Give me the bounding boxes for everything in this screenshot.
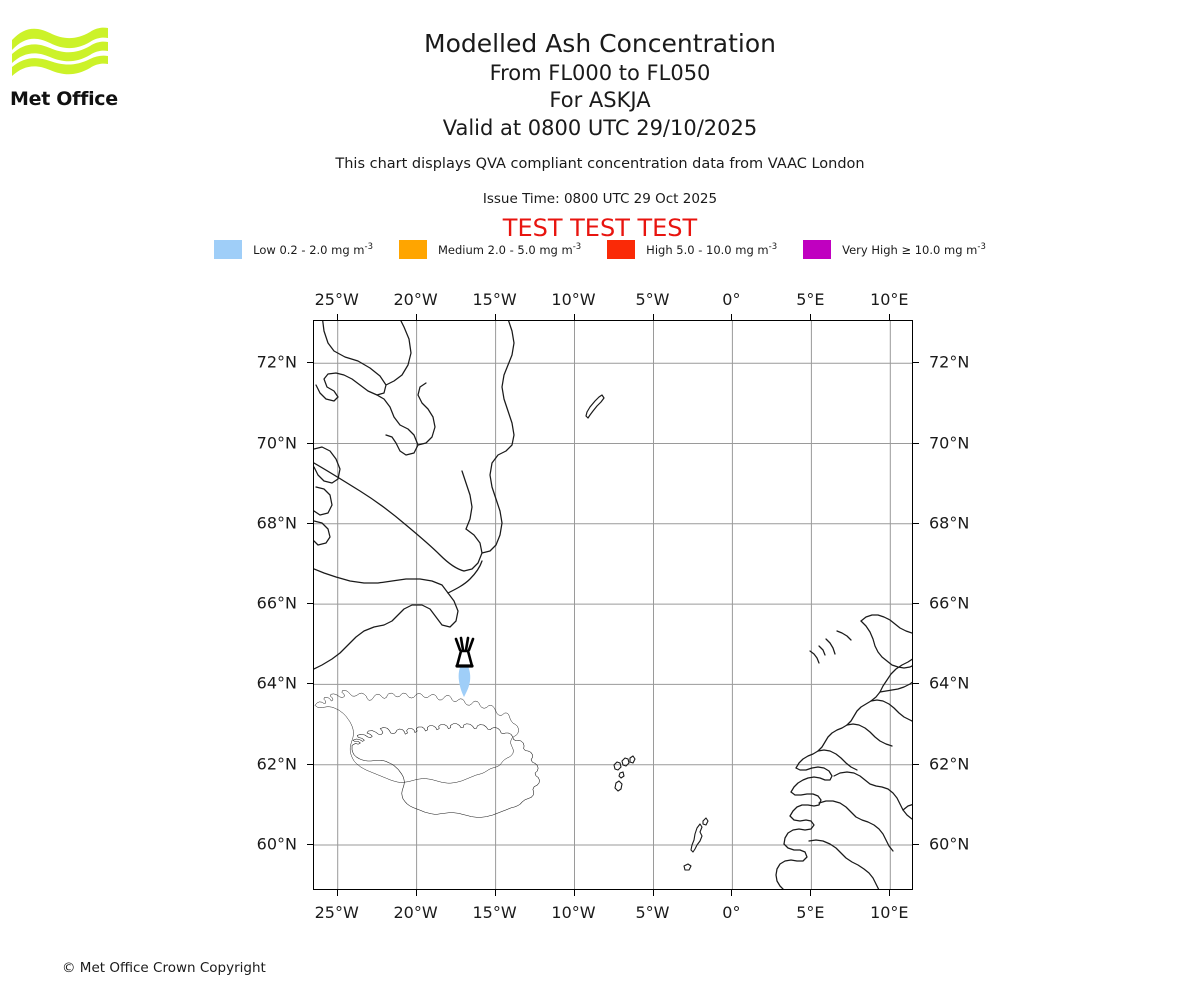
tick-mark [810, 890, 812, 896]
lat-tick-label-right: 62°N [929, 754, 970, 774]
lon-tick-label-top: 25°W [314, 290, 359, 309]
legend-swatch-medium [398, 240, 427, 259]
volcano-name: For ASKJA [549, 88, 651, 113]
legend-item-low: Low 0.2 - 2.0 mg m-3 [214, 240, 373, 259]
qva-note: This chart displays QVA compliant concen… [335, 156, 865, 172]
graticule-gridlines [314, 321, 912, 889]
legend-label-very-high: Very High ≥ 10.0 mg m-3 [842, 242, 986, 257]
legend-swatch-high [607, 240, 636, 259]
lat-tick-label-right: 72°N [929, 352, 970, 372]
tick-mark [913, 362, 919, 364]
tick-mark [889, 890, 891, 896]
tick-mark [913, 522, 919, 524]
volcano-marker-askja [454, 636, 475, 668]
lat-tick-label-right: 70°N [929, 433, 970, 452]
tick-mark [573, 314, 575, 320]
tick-mark [494, 890, 496, 896]
flight-level-range: From FL000 to FL050 [489, 61, 711, 85]
ash-concentration-map: 25°W 20°W 15°W 10°W 5°W 0° 5°E 10°E 25°W… [257, 290, 970, 922]
lon-tick-label-bottom: 15°W [472, 903, 517, 922]
met-office-branding: Met Office [10, 24, 130, 110]
issue-time: Issue Time: 0800 UTC 29 Oct 2025 [482, 191, 718, 207]
legend-swatch-low [214, 240, 243, 259]
lon-tick-label-bottom: 20°W [393, 903, 438, 922]
tick-mark [913, 442, 919, 444]
coastline-faroe-islands [613, 755, 636, 792]
concentration-legend: Low 0.2 - 2.0 mg m-3 Medium 2.0 - 5.0 mg… [0, 240, 1200, 259]
lon-tick-label-bottom: 25°W [314, 903, 359, 922]
lon-tick-label-bottom: 10°W [551, 903, 596, 922]
legend-label-medium: Medium 2.0 - 5.0 mg m-3 [437, 242, 582, 257]
tick-mark [913, 844, 919, 845]
chart-title-block: Modelled Ash Concentration From FL000 to… [0, 28, 1200, 142]
tick-mark [336, 314, 338, 320]
coastline-iceland [314, 690, 519, 784]
page-title: Modelled Ash Concentration [424, 29, 776, 58]
met-office-logo-icon [12, 27, 108, 76]
tick-mark [415, 890, 417, 896]
lon-tick-label-top: 0° [722, 290, 741, 309]
tick-mark [307, 763, 313, 765]
tick-mark [810, 314, 812, 320]
tick-mark [913, 603, 919, 605]
lat-tick-label-right: 68°N [929, 513, 970, 533]
legend-item-high: High 5.0 - 10.0 mg m-3 [607, 240, 777, 259]
lat-tick-label-left: 64°N [256, 673, 297, 693]
lat-tick-label-right: 60°N [929, 834, 970, 854]
legend-item-very-high: Very High ≥ 10.0 mg m-3 [803, 240, 986, 259]
tick-mark [889, 314, 891, 320]
tick-mark [307, 683, 313, 685]
tick-mark [573, 890, 575, 896]
tick-mark [307, 844, 313, 845]
lat-tick-label-left: 66°N [256, 593, 297, 613]
lon-tick-label-bottom: 10°E [870, 903, 909, 922]
coastline-shetland [683, 817, 709, 871]
tick-mark [652, 314, 654, 320]
map-canvas [314, 321, 912, 889]
lat-tick-label-left: 68°N [256, 513, 297, 533]
lat-tick-label-left: 72°N [256, 352, 297, 372]
lat-tick-label-left: 62°N [256, 754, 297, 774]
lon-tick-label-top: 10°W [551, 290, 596, 309]
lon-tick-label-top: 10°E [870, 290, 909, 309]
test-banner: TEST TEST TEST [502, 214, 698, 242]
legend-swatch-very-high [803, 240, 832, 259]
lon-tick-label-top: 20°W [393, 290, 438, 309]
lon-tick-label-top: 15°W [472, 290, 517, 309]
coastline-greenland [314, 321, 515, 670]
lon-tick-label-top: 5°W [635, 290, 670, 309]
coastline-jan-mayen [585, 394, 605, 419]
copyright-notice: © Met Office Crown Copyright [62, 960, 266, 976]
tick-mark [731, 890, 733, 896]
lat-tick-label-right: 64°N [929, 673, 970, 693]
lat-tick-label-left: 70°N [256, 433, 297, 452]
lon-tick-label-bottom: 5°E [796, 903, 825, 922]
valid-time: Valid at 0800 UTC 29/10/2025 [442, 115, 758, 140]
tick-mark [307, 442, 313, 444]
tick-mark [494, 314, 496, 320]
coastline-norway [775, 614, 912, 889]
legend-label-high: High 5.0 - 10.0 mg m-3 [646, 242, 778, 257]
legend-item-medium: Medium 2.0 - 5.0 mg m-3 [398, 240, 582, 259]
tick-mark [307, 362, 313, 364]
tick-mark [307, 522, 313, 524]
lat-tick-label-right: 66°N [929, 593, 970, 613]
tick-mark [336, 890, 338, 896]
tick-mark [913, 683, 919, 685]
lon-tick-label-bottom: 5°W [635, 903, 670, 922]
lon-tick-label-bottom: 0° [722, 903, 741, 922]
tick-mark [307, 603, 313, 605]
lat-tick-label-left: 60°N [256, 834, 297, 854]
met-office-logo-text: Met Office [10, 88, 118, 110]
lon-tick-label-top: 5°E [796, 290, 825, 309]
map-frame [313, 320, 913, 890]
tick-mark [731, 314, 733, 320]
tick-mark [652, 890, 654, 896]
legend-label-low: Low 0.2 - 2.0 mg m-3 [253, 242, 373, 257]
coastline-iceland-detail [351, 723, 540, 818]
tick-mark [913, 763, 919, 765]
tick-mark [415, 314, 417, 320]
